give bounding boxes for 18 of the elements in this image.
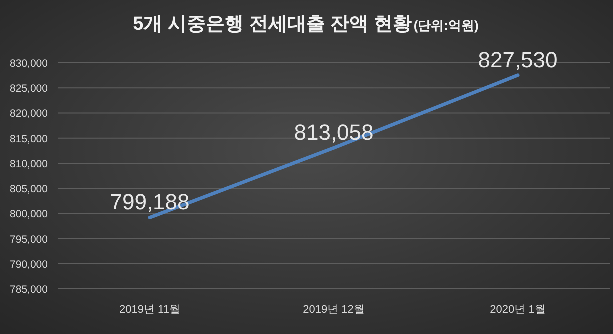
- x-tick-label: 2019년 12월: [303, 304, 365, 316]
- x-tick-label: 2019년 11월: [120, 304, 180, 316]
- y-tick-label: 805,000: [10, 184, 48, 196]
- y-tick-label: 800,000: [10, 208, 48, 221]
- chart-subtitle: (단위:억원): [414, 18, 479, 33]
- x-tick-label: 2020년 1월: [490, 304, 546, 316]
- y-tick-label: 785,000: [10, 284, 48, 296]
- y-tick-label: 830,000: [10, 58, 48, 70]
- y-tick-label: 820,000: [10, 108, 48, 120]
- y-tick-label: 795,000: [10, 234, 48, 246]
- y-tick-label: 815,000: [10, 133, 48, 146]
- chart-title: 5개 시중은행 전세대출 잔액 현황: [133, 14, 412, 35]
- y-tick-label: 810,000: [10, 158, 48, 170]
- y-tick-label: 825,000: [10, 83, 48, 96]
- data-label: 799,188: [110, 190, 190, 215]
- y-tick-label: 790,000: [10, 258, 48, 271]
- data-label: 827,530: [478, 47, 558, 72]
- data-label: 813,058: [294, 120, 374, 146]
